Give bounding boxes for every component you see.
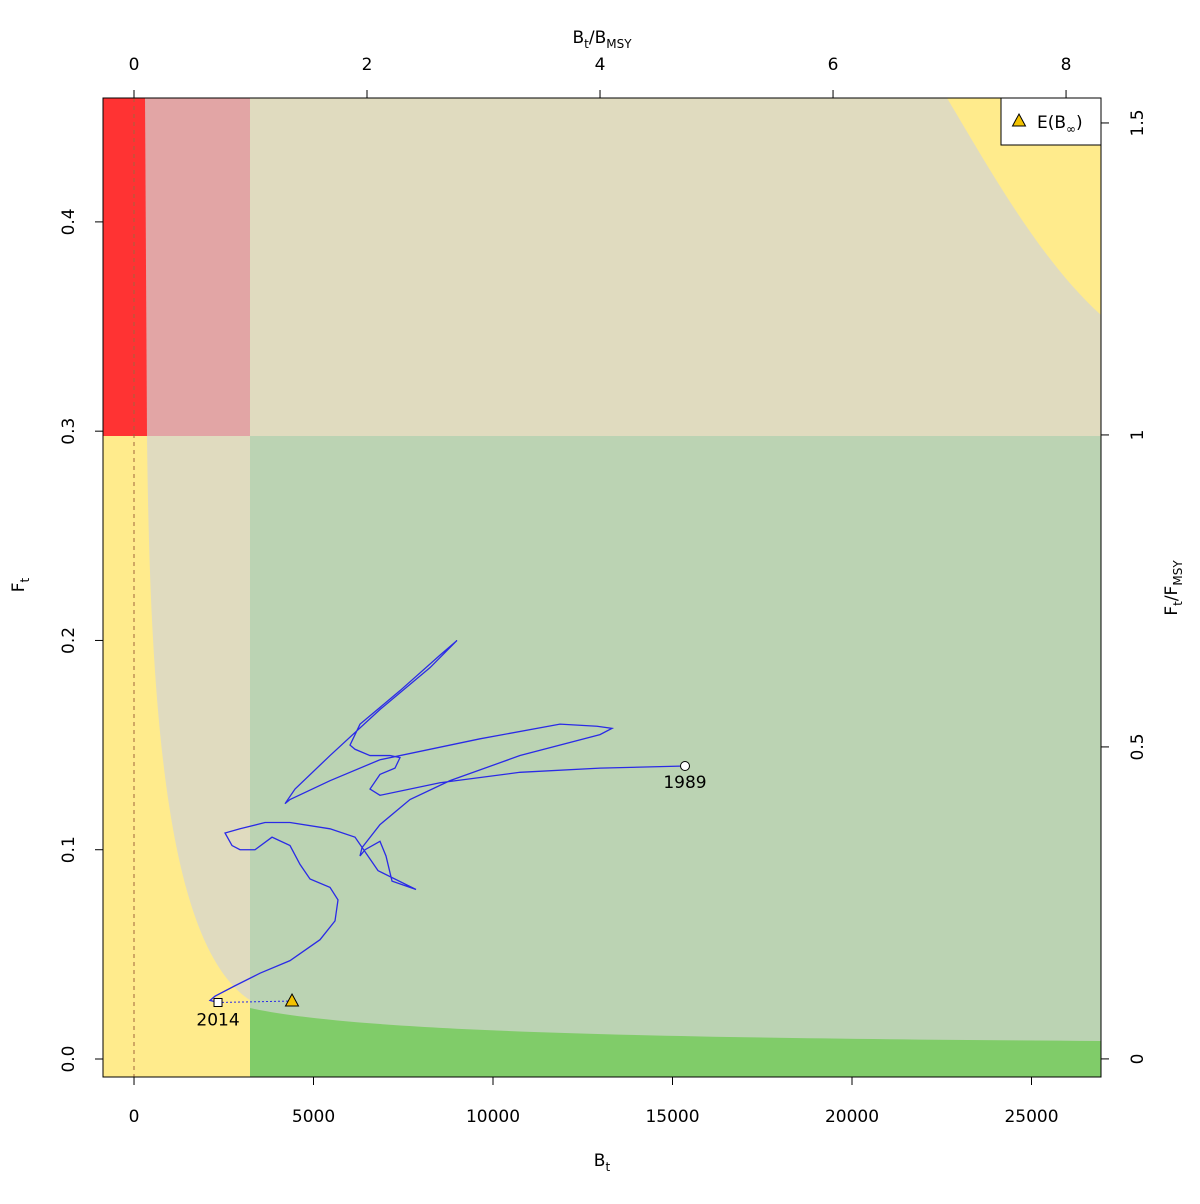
y2-tick-label: 0 xyxy=(1128,1053,1148,1064)
marks: 1989 2014 xyxy=(196,639,707,1030)
legend-label: E(B∞) xyxy=(1037,113,1083,136)
x2-tick-label: 2 xyxy=(362,55,373,75)
x-tick-label: 25000 xyxy=(1004,1107,1058,1127)
x-tick-label: 5000 xyxy=(292,1107,335,1127)
region xyxy=(103,98,147,436)
axis-title: Bt xyxy=(594,1151,611,1174)
region xyxy=(103,436,250,1077)
y-tick-label: 0.2 xyxy=(59,627,79,654)
legend-symbol xyxy=(1011,112,1027,127)
trajectory xyxy=(208,639,686,1004)
y2-tick-label: 0.5 xyxy=(1128,733,1148,760)
subscript: t xyxy=(584,37,589,51)
axis-title: Ft xyxy=(9,577,32,592)
subscript: MSY xyxy=(606,37,632,51)
y2-tick-label: 1 xyxy=(1128,430,1148,441)
start-point xyxy=(679,761,690,772)
x2-tick-label: 8 xyxy=(1061,55,1072,75)
y-tick-label: 0.1 xyxy=(59,836,79,863)
text-part: F xyxy=(9,582,29,592)
equilibrium-point xyxy=(284,992,300,1007)
subscript: t xyxy=(1171,601,1185,606)
region xyxy=(250,436,1101,1077)
subscript: t xyxy=(18,577,32,582)
text-part: /F xyxy=(1162,586,1182,602)
subscript: ∞ xyxy=(1066,122,1076,136)
x2-tick-label: 4 xyxy=(595,55,606,75)
point-label: 1989 xyxy=(663,773,706,793)
plot-frame xyxy=(102,97,1102,1078)
text-part: B xyxy=(594,1151,606,1171)
axis-title: Bt/BMSY xyxy=(572,28,632,51)
x2-tick-label: 6 xyxy=(828,55,839,75)
text-part: /B xyxy=(589,28,606,48)
axis-title: Ft/FMSY xyxy=(1162,560,1185,616)
subscript: MSY xyxy=(1171,560,1185,586)
text-part: F xyxy=(1162,606,1182,616)
subscript: t xyxy=(605,1160,610,1174)
region xyxy=(947,98,1101,315)
region xyxy=(145,98,250,436)
y-tick-label: 0.4 xyxy=(59,208,79,235)
text-part: ) xyxy=(1076,113,1083,133)
y-tick-label: 0.0 xyxy=(59,1045,79,1072)
x-tick-label: 10000 xyxy=(466,1107,520,1127)
projection xyxy=(218,1000,293,1003)
y2-tick-label: 1.5 xyxy=(1128,109,1148,136)
x-tick-label: 20000 xyxy=(825,1107,879,1127)
point-label: 2014 xyxy=(196,1010,239,1030)
text-part: B xyxy=(572,28,584,48)
x-tick-label: 0 xyxy=(129,1107,140,1127)
region xyxy=(250,1008,1101,1077)
text-part: E(B xyxy=(1037,113,1066,133)
y-tick-label: 0.3 xyxy=(59,418,79,445)
x2-tick-label: 0 xyxy=(129,55,140,75)
regions xyxy=(103,98,1101,1077)
x-tick-label: 15000 xyxy=(645,1107,699,1127)
end-point xyxy=(213,997,223,1007)
